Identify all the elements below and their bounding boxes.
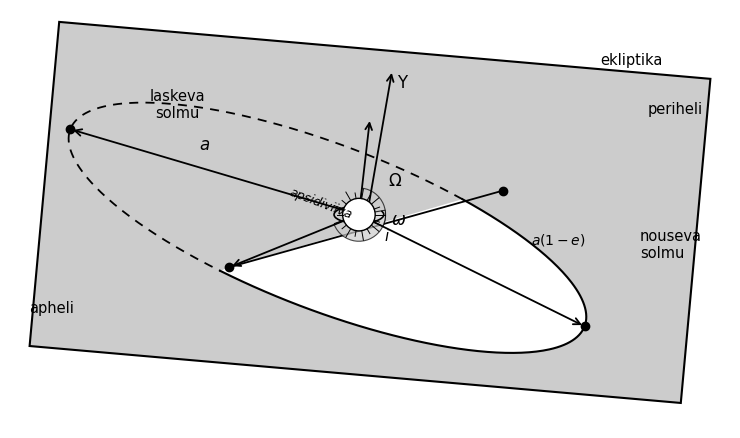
Text: apheli: apheli (30, 301, 75, 316)
Polygon shape (221, 199, 586, 353)
Text: apsidiviiva: apsidiviiva (288, 186, 354, 222)
Wedge shape (359, 210, 386, 226)
Wedge shape (334, 188, 386, 241)
Text: periheli: periheli (648, 102, 702, 117)
Text: $i$: $i$ (385, 228, 391, 244)
Text: laskeva
solmu: laskeva solmu (149, 89, 206, 121)
Text: nouseva
solmu: nouseva solmu (640, 229, 702, 261)
Text: $\Omega$: $\Omega$ (388, 172, 402, 190)
Text: ekliptika: ekliptika (600, 53, 662, 67)
Text: $a$: $a$ (198, 136, 209, 154)
Text: $a(1-e)$: $a(1-e)$ (531, 232, 585, 247)
Text: $\Upsilon$: $\Upsilon$ (397, 74, 408, 92)
Circle shape (343, 198, 375, 231)
Text: $\omega$: $\omega$ (391, 212, 406, 230)
Polygon shape (30, 22, 710, 403)
